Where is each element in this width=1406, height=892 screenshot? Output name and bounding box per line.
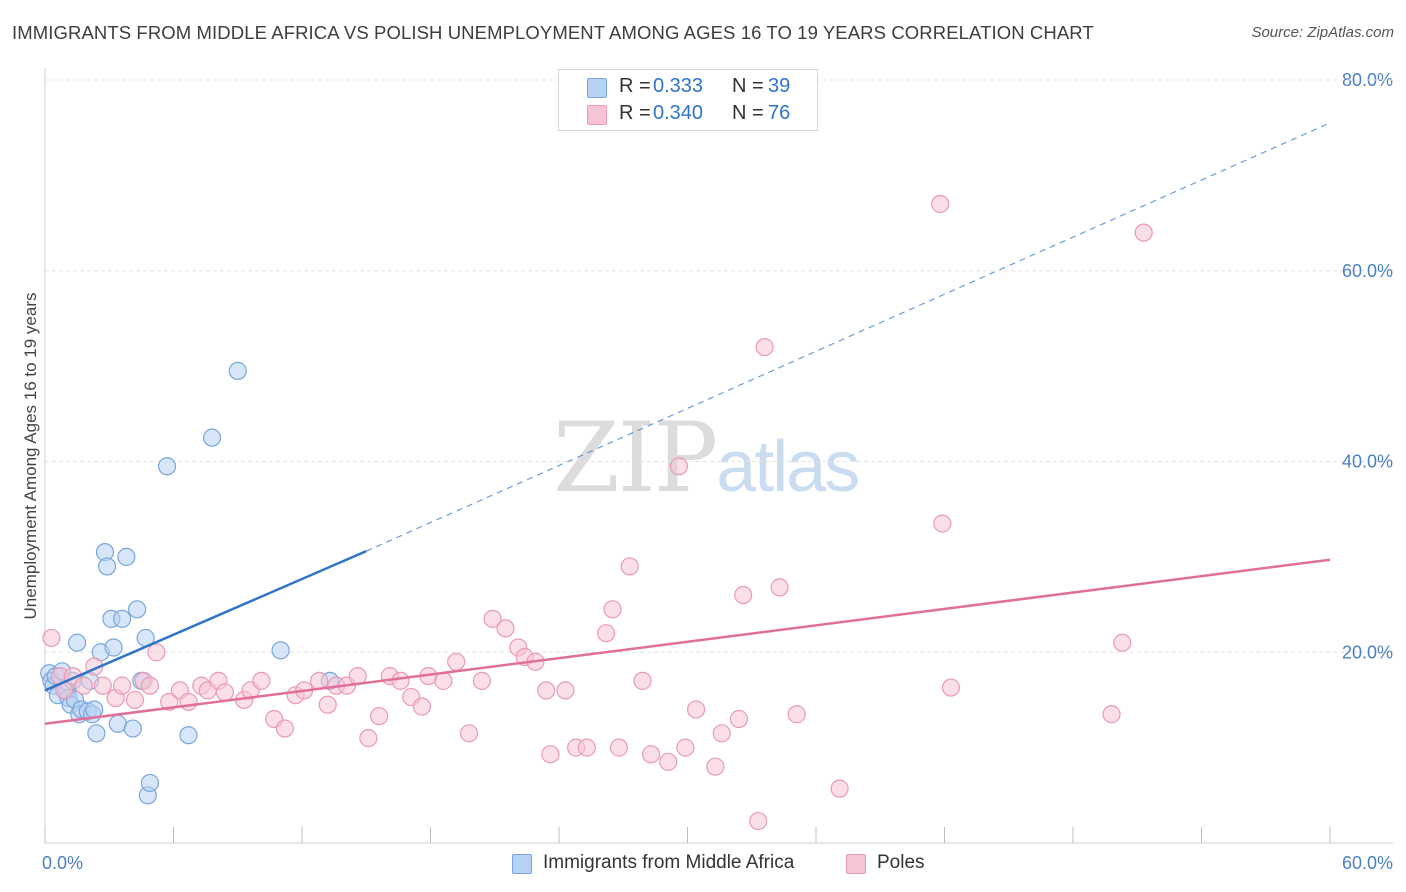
poles-point: [609, 738, 629, 757]
poles-point: [712, 724, 731, 743]
watermark: ZIPatlas: [553, 402, 860, 514]
legend-swatch-pink: [587, 105, 607, 125]
poles-point: [729, 709, 749, 729]
middle-africa-point: [157, 457, 177, 476]
middle-africa-trendline: [44, 550, 367, 692]
middle-africa-point: [202, 428, 222, 447]
middle-africa-point: [85, 700, 104, 719]
middle-africa-point: [117, 547, 136, 566]
poles-point: [1134, 223, 1153, 242]
poles-point: [370, 707, 389, 726]
poles-point: [42, 628, 61, 648]
poles-point: [706, 757, 725, 776]
poles-point: [749, 811, 768, 831]
poles-point: [577, 738, 596, 757]
poles-point: [755, 337, 774, 357]
middle-africa-point: [123, 719, 142, 738]
poles-point: [483, 609, 502, 628]
middle-africa-point: [108, 714, 127, 733]
legend-n-value: 76: [768, 102, 791, 124]
poles-point: [676, 738, 695, 757]
watermark-atlas: atlas: [716, 427, 860, 507]
legend-row-middle-africa: R = 0.333 N = 39: [559, 73, 817, 100]
middle-africa-point: [228, 361, 247, 380]
y-tick-label: 80.0%: [1342, 70, 1393, 90]
middle-africa-point: [179, 726, 198, 745]
poles-point: [556, 681, 575, 700]
poles-point: [496, 619, 515, 638]
source-note: Source: ZipAtlas.com: [1251, 24, 1394, 41]
legend-label: Immigrants from Middle Africa: [543, 852, 795, 873]
middle-africa-point: [140, 773, 160, 793]
poles-point: [112, 676, 132, 695]
legend-n-label: N =: [732, 75, 764, 97]
poles-point: [125, 690, 145, 710]
legend-r-value: 0.340: [653, 102, 704, 124]
poles-point: [359, 728, 378, 748]
poles-point: [179, 692, 198, 711]
poles-point: [275, 719, 294, 738]
poles-point: [537, 681, 556, 700]
poles-point: [147, 643, 166, 662]
poles-point: [1113, 633, 1132, 652]
poles-point: [160, 692, 179, 711]
poles-point: [669, 457, 689, 476]
middle-africa-trend-extension: [366, 122, 1331, 552]
middle-africa-point: [127, 600, 147, 619]
legend-swatch-pink: [846, 854, 866, 874]
poles-point: [1102, 705, 1121, 724]
poles-point: [941, 678, 961, 697]
poles-point: [641, 745, 661, 764]
poles-trendline: [44, 558, 1331, 726]
poles-point: [597, 624, 616, 643]
legend-r-label: R =: [619, 102, 651, 124]
poles-point: [620, 557, 639, 576]
poles-point: [391, 671, 410, 690]
poles-point: [830, 779, 849, 798]
legend-row-poles: R = 0.340 N = 76: [559, 100, 817, 127]
poles-point: [140, 676, 160, 695]
poles-point: [770, 578, 789, 597]
poles-point: [215, 683, 234, 702]
y-tick-label: 40.0%: [1342, 452, 1393, 472]
correlation-legend: R = 0.333 N = 39 R = 0.340 N = 76: [558, 69, 818, 131]
poles-point: [459, 724, 479, 743]
poles-point: [933, 514, 952, 533]
poles-point: [659, 752, 678, 772]
watermark-zip: ZIP: [553, 402, 718, 514]
legend-swatch-blue: [512, 854, 532, 874]
y-tick-label: 20.0%: [1342, 642, 1393, 662]
poles-point: [472, 671, 491, 690]
middle-africa-point: [104, 638, 123, 657]
x-tick-label: 60.0%: [1342, 853, 1393, 873]
poles-point: [787, 705, 806, 724]
x-tick-label: 0.0%: [42, 853, 83, 873]
poles-point: [603, 600, 622, 619]
poles-point: [686, 700, 706, 719]
poles-point: [93, 676, 112, 695]
poles-point: [447, 652, 466, 671]
poles-point: [74, 676, 93, 695]
middle-africa-point: [112, 609, 132, 628]
poles-point: [252, 671, 271, 690]
legend-label: Poles: [877, 852, 925, 873]
legend-r-value: 0.333: [653, 75, 704, 97]
legend-swatch-blue: [587, 78, 607, 98]
legend-n-value: 39: [768, 75, 791, 97]
legend-r-label: R =: [619, 75, 651, 97]
poles-point: [318, 695, 337, 714]
poles-point: [541, 745, 560, 764]
middle-africa-point: [87, 724, 106, 743]
poles-point: [412, 697, 432, 716]
middle-africa-point: [271, 641, 290, 660]
poles-point: [734, 585, 753, 605]
middle-africa-point: [68, 633, 87, 652]
y-tick-label: 60.0%: [1342, 261, 1393, 281]
poles-point: [633, 671, 652, 690]
legend-n-label: N =: [732, 102, 764, 124]
chart-title: IMMIGRANTS FROM MIDDLE AFRICA VS POLISH …: [12, 22, 1094, 43]
middle-africa-point: [98, 557, 117, 576]
poles-point: [931, 194, 950, 214]
